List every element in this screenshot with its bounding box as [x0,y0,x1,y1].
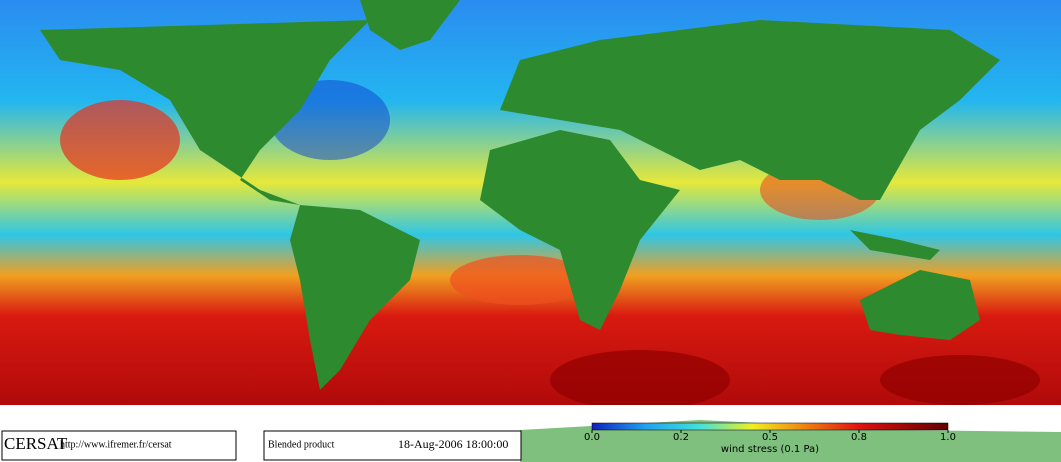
colorbar [591,422,949,431]
credit-box [1,430,237,461]
logo: CERSAT [4,434,68,453]
colorbar-tick-label: 0.5 [762,432,778,443]
colorbar-label: wind stress (0.1 Pa) [721,444,819,455]
colorbar-tick-label: 0.8 [851,432,867,443]
colorbar-tick-label: 0.2 [673,432,689,443]
colorbar-tick-label: 1.0 [940,432,956,443]
land [40,0,1000,390]
product: Blended product [268,439,335,450]
datetime: 18-Aug-2006 18:00:00 [398,437,508,451]
colorbar-tick-label: 0.0 [584,432,600,443]
antarctica-land [520,420,1061,462]
product-box [263,430,522,461]
url: http://www.ifremer.fr/cersat [60,439,172,450]
colorbar-ticks: 0.0 0.2 0.5 0.8 1.0 [584,430,956,443]
